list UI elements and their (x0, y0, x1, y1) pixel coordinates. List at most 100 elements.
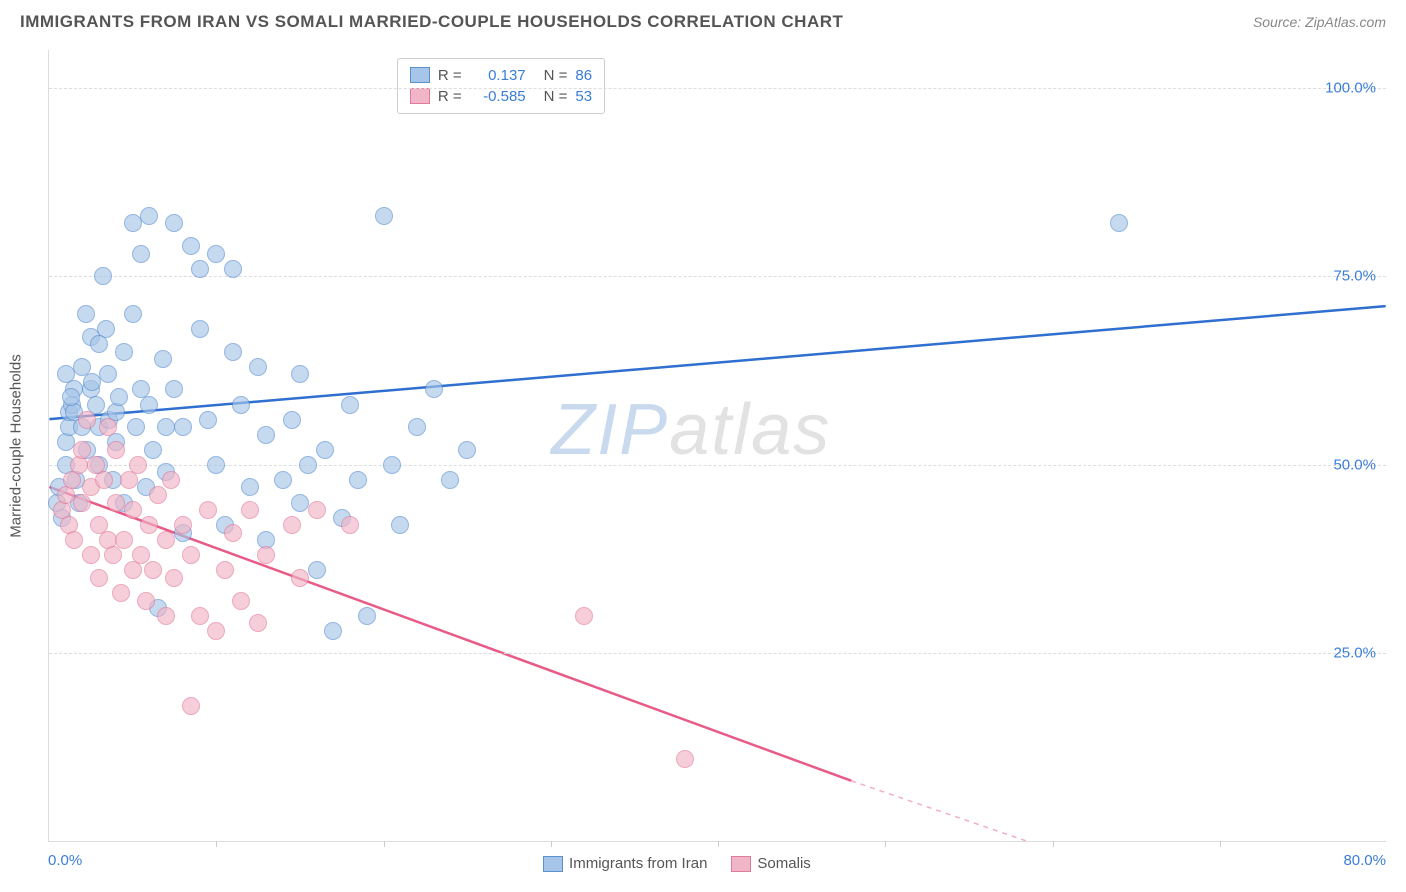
y-tick-label: 25.0% (1333, 645, 1376, 662)
gridline (49, 276, 1386, 277)
x-axis-max-label: 80.0% (1343, 852, 1386, 869)
data-point-iran (144, 441, 162, 459)
y-tick-label: 75.0% (1333, 268, 1376, 285)
data-point-iran (391, 516, 409, 534)
x-tick (1053, 841, 1054, 847)
data-point-somali (107, 494, 125, 512)
x-tick (551, 841, 552, 847)
data-point-iran (425, 380, 443, 398)
x-tick (885, 841, 886, 847)
data-point-somali (232, 592, 250, 610)
data-point-somali (257, 546, 275, 564)
data-point-iran (115, 343, 133, 361)
data-point-iran (458, 441, 476, 459)
series-legend: Immigrants from Iran Somalis (543, 855, 811, 872)
data-point-somali (174, 516, 192, 534)
data-point-somali (241, 501, 259, 519)
data-point-iran (358, 607, 376, 625)
data-point-iran (207, 245, 225, 263)
data-point-iran (324, 622, 342, 640)
data-point-iran (94, 267, 112, 285)
data-point-iran (316, 441, 334, 459)
data-point-somali (207, 622, 225, 640)
data-point-iran (124, 305, 142, 323)
data-point-iran (383, 456, 401, 474)
data-point-somali (224, 524, 242, 542)
x-axis-min-label: 0.0% (48, 852, 82, 869)
data-point-somali (73, 441, 91, 459)
data-point-somali (115, 531, 133, 549)
gridline (49, 465, 1386, 466)
data-point-iran (341, 396, 359, 414)
chart-area: Married-couple Households ZIPatlas R =0.… (48, 50, 1386, 842)
data-point-somali (162, 471, 180, 489)
data-point-iran (127, 418, 145, 436)
scatter-plot: ZIPatlas R =0.137N =86R =-0.585N =53 25.… (48, 50, 1386, 842)
data-point-somali (99, 418, 117, 436)
data-point-somali (149, 486, 167, 504)
data-point-iran (291, 494, 309, 512)
data-point-somali (283, 516, 301, 534)
data-point-iran (308, 561, 326, 579)
data-point-iran (140, 396, 158, 414)
chart-title: IMMIGRANTS FROM IRAN VS SOMALI MARRIED-C… (20, 12, 843, 32)
data-point-somali (112, 584, 130, 602)
data-point-iran (1110, 214, 1128, 232)
source-attribution: Source: ZipAtlas.com (1253, 14, 1386, 30)
legend-item-iran: Immigrants from Iran (543, 855, 707, 872)
data-point-iran (375, 207, 393, 225)
data-point-iran (182, 237, 200, 255)
x-tick (384, 841, 385, 847)
data-point-iran (191, 260, 209, 278)
data-point-iran (174, 418, 192, 436)
stats-row-iran: R =0.137N =86 (410, 65, 592, 86)
x-tick (1220, 841, 1221, 847)
data-point-somali (107, 441, 125, 459)
data-point-somali (308, 501, 326, 519)
x-tick (216, 841, 217, 847)
data-point-somali (676, 750, 694, 768)
data-point-iran (299, 456, 317, 474)
data-point-iran (77, 305, 95, 323)
data-point-somali (140, 516, 158, 534)
data-point-somali (137, 592, 155, 610)
data-point-somali (341, 516, 359, 534)
data-point-somali (182, 546, 200, 564)
data-point-iran (349, 471, 367, 489)
data-point-iran (441, 471, 459, 489)
data-point-iran (165, 380, 183, 398)
data-point-somali (78, 411, 96, 429)
data-point-iran (132, 245, 150, 263)
data-point-iran (165, 214, 183, 232)
data-point-iran (224, 343, 242, 361)
data-point-iran (62, 388, 80, 406)
stats-row-somali: R =-0.585N =53 (410, 86, 592, 107)
data-point-iran (90, 335, 108, 353)
x-tick (718, 841, 719, 847)
legend-item-somali: Somalis (731, 855, 810, 872)
data-point-somali (95, 471, 113, 489)
data-point-somali (70, 456, 88, 474)
data-point-iran (257, 426, 275, 444)
data-point-somali (216, 561, 234, 579)
data-point-somali (82, 546, 100, 564)
y-axis-title: Married-couple Households (8, 354, 25, 537)
gridline (49, 88, 1386, 89)
data-point-iran (83, 373, 101, 391)
data-point-iran (154, 350, 172, 368)
data-point-somali (90, 569, 108, 587)
data-point-iran (408, 418, 426, 436)
data-point-iran (191, 320, 209, 338)
data-point-iran (291, 365, 309, 383)
data-point-somali (575, 607, 593, 625)
data-point-somali (104, 546, 122, 564)
y-tick-label: 100.0% (1325, 79, 1376, 96)
y-tick-label: 50.0% (1333, 456, 1376, 473)
data-point-iran (140, 207, 158, 225)
data-point-somali (65, 531, 83, 549)
data-point-iran (283, 411, 301, 429)
data-point-somali (144, 561, 162, 579)
data-point-iran (57, 365, 75, 383)
data-point-somali (165, 569, 183, 587)
watermark: ZIPatlas (551, 389, 831, 471)
